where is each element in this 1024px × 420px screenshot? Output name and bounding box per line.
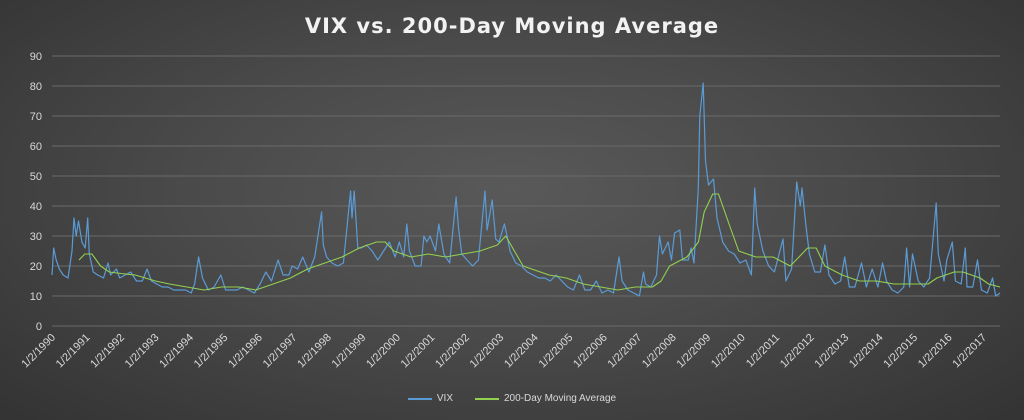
y-tick-label: 20 (30, 261, 42, 273)
x-tick-label: 1/2/2012 (778, 332, 817, 371)
x-tick-label: 1/2/1998 (295, 332, 334, 371)
x-tick-label: 1/2/1993 (123, 332, 162, 371)
chart-title: VIX vs. 200-Day Moving Average (304, 14, 720, 38)
x-tick-label: 1/2/2000 (364, 332, 403, 371)
legend-label-moving-average: 200-Day Moving Average (504, 393, 617, 404)
x-tick-label: 1/2/2003 (468, 332, 507, 371)
x-tick-label: 1/2/2002 (433, 332, 472, 371)
legend-item-moving-average: 200-Day Moving Average (475, 393, 616, 404)
y-tick-label: 70 (30, 111, 42, 123)
x-tick-label: 1/2/2010 (709, 332, 748, 371)
x-tick-label: 1/2/2013 (813, 332, 852, 371)
y-tick-label: 60 (30, 141, 42, 153)
legend-item-vix: VIX (407, 393, 453, 404)
y-tick-label: 30 (30, 231, 42, 243)
legend-swatch-vix (407, 397, 432, 400)
x-tick-label: 1/2/1996 (226, 332, 265, 371)
x-tick-label: 1/2/2009 (675, 332, 714, 371)
vix-line (51, 82, 1001, 297)
x-tick-label: 1/2/2017 (950, 332, 989, 371)
x-tick-label: 1/2/2011 (744, 332, 782, 370)
x-tick-label: 1/2/2006 (571, 332, 610, 371)
y-tick-label: 40 (30, 201, 42, 213)
y-tick-label: 90 (30, 51, 42, 63)
moving-average-line (78, 193, 1001, 291)
x-tick-label: 1/2/2016 (916, 332, 955, 371)
y-tick-label: 80 (30, 81, 42, 93)
y-tick-label: 0 (36, 321, 42, 333)
legend-label-vix: VIX (436, 393, 453, 404)
legend-swatch-moving-average (475, 397, 499, 400)
x-tick-label: 1/2/1991 (54, 332, 93, 371)
y-tick-label: 10 (30, 291, 42, 303)
series-lines (51, 82, 1001, 297)
x-tick-label: 1/2/1995 (192, 332, 231, 371)
x-tick-label: 1/2/2015 (881, 332, 920, 371)
y-tick-label: 50 (30, 171, 42, 183)
x-tick-label: 1/2/1994 (157, 332, 196, 371)
x-tick-label: 1/2/1990 (19, 332, 58, 371)
x-tick-label: 1/2/2004 (502, 332, 541, 371)
x-tick-label: 1/2/1999 (330, 332, 369, 371)
x-tick-label: 1/2/1997 (261, 332, 300, 371)
x-tick-label: 1/2/2014 (847, 332, 886, 371)
x-tick-label: 1/2/2005 (537, 332, 576, 371)
y-axis: 0 10 20 30 40 50 60 70 80 90 (30, 51, 42, 333)
legend: VIX 200-Day Moving Average (0, 393, 1024, 404)
x-axis: 1/2/19901/2/19911/2/19921/2/19931/2/1994… (19, 332, 989, 371)
x-tick-label: 1/2/2008 (640, 332, 679, 371)
x-tick-label: 1/2/1992 (88, 332, 127, 371)
x-tick-label: 1/2/2001 (399, 332, 438, 371)
x-tick-label: 1/2/2007 (606, 332, 645, 371)
gridlines (52, 55, 1000, 327)
